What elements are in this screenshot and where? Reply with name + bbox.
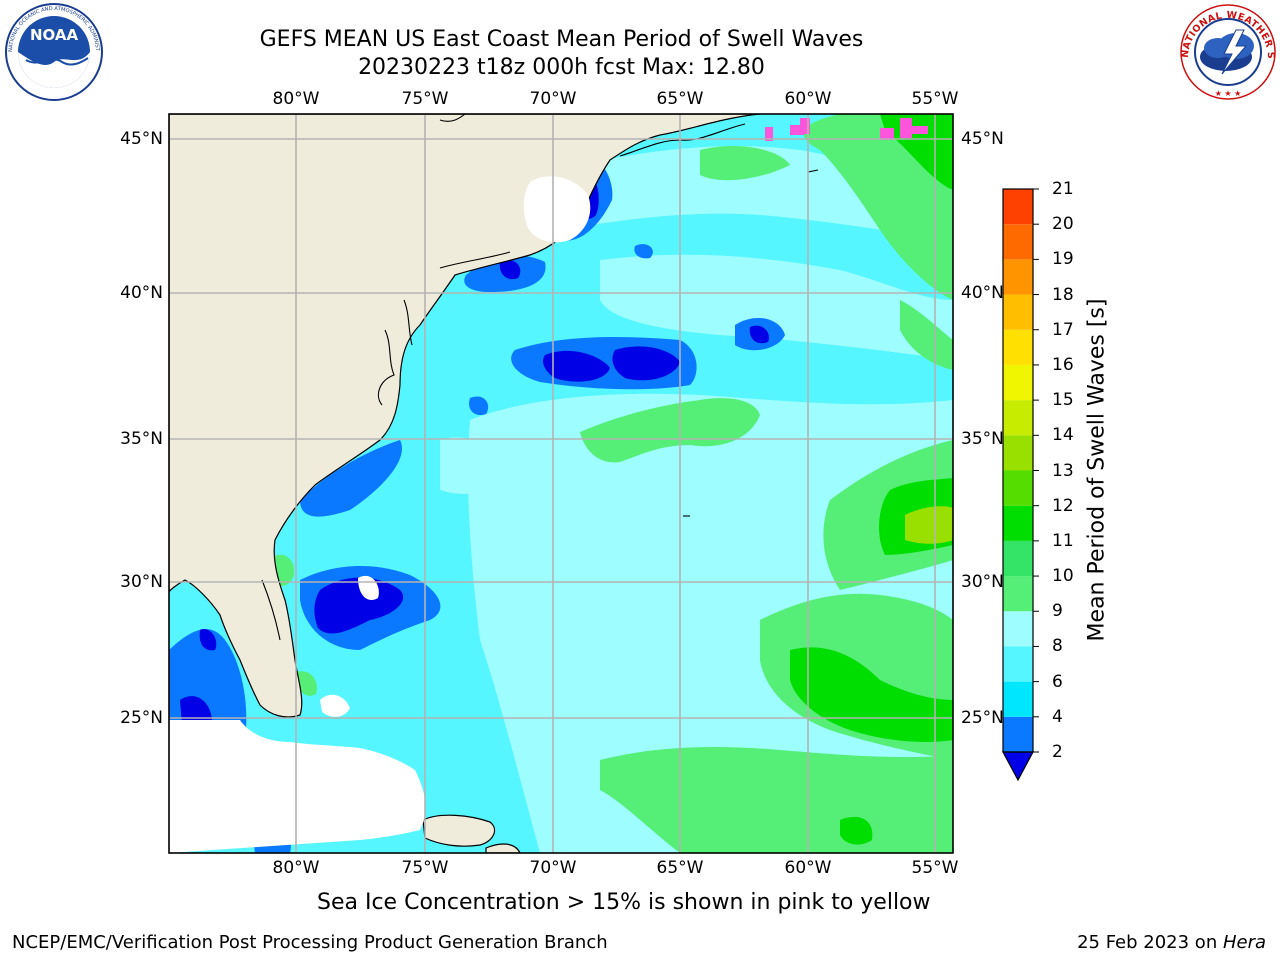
lon-tick-top: 70°W: [529, 89, 577, 109]
lat-tick-right: 45°N: [961, 129, 1004, 149]
colorbar: [1001, 188, 1039, 782]
colorbar-tick-label: 20: [1052, 214, 1074, 235]
colorbar-tick-label: 18: [1052, 284, 1074, 305]
colorbar-segment: [1003, 646, 1033, 682]
colorbar-tick-label: 12: [1052, 495, 1074, 516]
colorbar-tick-label: 19: [1052, 249, 1074, 270]
colorbar-segment: [1003, 681, 1033, 717]
colorbar-tick-label: 16: [1052, 354, 1074, 375]
lon-tick-bottom: 55°W: [911, 858, 959, 878]
colorbar-tick-label: 9: [1052, 601, 1063, 622]
colorbar-tick-label: 21: [1052, 179, 1074, 199]
footer-date: 25 Feb 2023 on Hera: [1077, 932, 1266, 953]
colorbar-tick-label: 11: [1052, 530, 1074, 551]
sea-ice-pixels: [765, 118, 928, 141]
colorbar-segment: [1003, 364, 1033, 401]
map-area: [169, 114, 953, 853]
colorbar-title: Mean Period of Swell Waves [s]: [1084, 298, 1110, 642]
lat-lon-grid: [169, 114, 953, 853]
svg-text:★ ★ ★: ★ ★ ★: [1215, 89, 1242, 98]
lat-tick-right: 30°N: [961, 572, 1004, 592]
noaa-logo-text: NOAA: [30, 26, 79, 44]
colorbar-tick-label: 6: [1052, 671, 1063, 692]
lon-tick-top: 75°W: [401, 89, 449, 109]
map-frame: [168, 113, 954, 854]
colorbar-segment: [1003, 540, 1033, 577]
swell-2-4-region: [180, 170, 769, 732]
lon-tick-bottom: 65°W: [656, 858, 704, 878]
chart-subtitle: 20230223 t18z 000h fcst Max: 12.80: [358, 55, 765, 80]
lat-tick-right: 35°N: [961, 429, 1004, 449]
lat-tick-left: 35°N: [120, 429, 163, 449]
footer-credit: NCEP/EMC/Verification Post Processing Pr…: [12, 932, 608, 953]
lat-tick-right: 40°N: [961, 283, 1004, 303]
colorbar-tick-label: 4: [1052, 706, 1063, 727]
colorbar-segment: [1003, 505, 1033, 541]
colorbar-segment: [1003, 224, 1033, 260]
colorbar-tick-label: 8: [1052, 636, 1063, 657]
colorbar-segment: [1003, 329, 1033, 365]
colorbar-segment: [1003, 716, 1033, 752]
colorbar-tick-label: 10: [1052, 566, 1074, 587]
lat-tick-right: 25°N: [961, 708, 1004, 728]
colorbar-segment: [1003, 576, 1033, 612]
sea-ice-note: Sea Ice Concentration > 15% is shown in …: [317, 890, 931, 915]
colorbar-segment: [1003, 435, 1033, 471]
nws-logo-icon: NATIONAL WEATHER SERVICE ★ ★ ★: [1176, 2, 1276, 100]
colorbar-tick-label: 2: [1052, 742, 1063, 762]
lon-tick-top: 55°W: [911, 89, 959, 109]
footer-date-text: 25 Feb 2023 on: [1077, 932, 1223, 953]
no-data-areas: [169, 176, 591, 853]
colorbar-segment: [1003, 470, 1033, 506]
colorbar-segment: [1003, 611, 1033, 647]
lon-tick-top: 80°W: [272, 89, 320, 109]
colorbar-tick-label: 13: [1052, 460, 1074, 481]
lon-tick-bottom: 70°W: [529, 858, 577, 878]
chart-title: GEFS MEAN US East Coast Mean Period of S…: [259, 27, 864, 52]
noaa-logo-icon: NOAA NATIONAL OCEANIC AND ATMOSPHERIC AD…: [2, 2, 103, 101]
lat-tick-left: 40°N: [120, 283, 163, 303]
lon-tick-bottom: 60°W: [784, 858, 832, 878]
footer-host: Hera: [1222, 932, 1266, 953]
lon-tick-bottom: 80°W: [272, 858, 320, 878]
lat-tick-left: 25°N: [120, 708, 163, 728]
colorbar-tick-label: 17: [1052, 319, 1074, 340]
colorbar-segment: [1003, 294, 1033, 330]
lat-tick-left: 45°N: [120, 129, 163, 149]
colorbar-tick-label: 15: [1052, 390, 1074, 411]
colorbar-segment: [1003, 400, 1033, 436]
colorbar-segment: [1003, 189, 1033, 225]
lon-tick-top: 60°W: [784, 89, 832, 109]
lat-tick-left: 30°N: [120, 572, 163, 592]
swell-12-13-region: [905, 506, 953, 544]
colorbar-extend-triangle: [1001, 751, 1035, 782]
colorbar-tick-label: 14: [1052, 425, 1074, 446]
colorbar-segment: [1003, 259, 1033, 295]
lon-tick-bottom: 75°W: [401, 858, 449, 878]
lon-tick-top: 65°W: [656, 89, 704, 109]
